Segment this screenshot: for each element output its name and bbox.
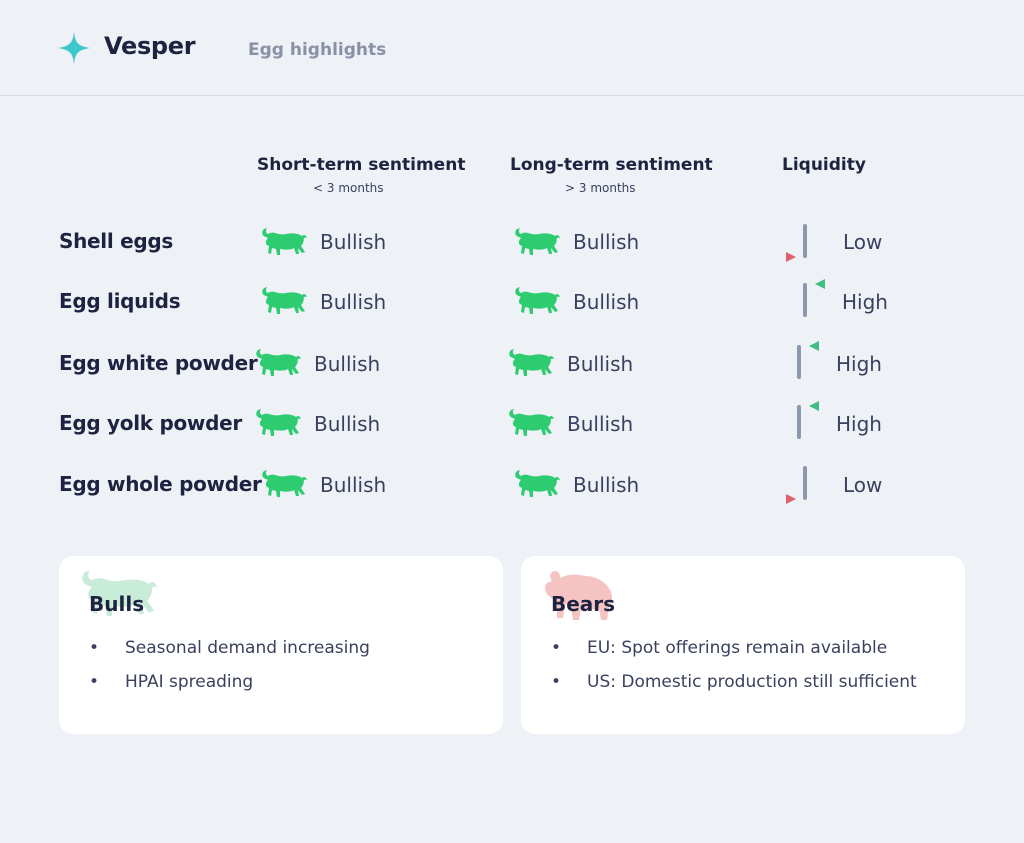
card-title: Bulls <box>89 592 145 616</box>
bull-icon <box>505 347 555 379</box>
liquidity-bar <box>797 345 801 379</box>
bulls-list: • Seasonal demand increasing • HPAI spread… <box>89 637 370 705</box>
row-label: Shell eggs <box>59 229 173 253</box>
up-triangle-icon <box>815 279 825 289</box>
sparkle-icon <box>58 31 90 65</box>
column-header-long-term: Long-term sentiment <box>510 155 713 175</box>
liquidity-bar <box>803 224 807 258</box>
card-title: Bears <box>551 592 616 616</box>
column-header-short-term: Short-term sentiment <box>257 155 466 175</box>
liquidity-value: High <box>842 290 888 314</box>
bull-icon <box>258 285 308 317</box>
row-label: Egg whole powder <box>59 472 262 496</box>
bull-icon <box>511 468 561 500</box>
list-item: • HPAI spreading <box>89 672 254 692</box>
long-term-sentiment: Bullish <box>567 412 634 436</box>
row-label: Egg yolk powder <box>59 411 242 435</box>
row-label: Egg white powder <box>59 351 258 375</box>
column-subtitle-short-term: < 3 months <box>313 181 384 195</box>
list-item: • EU: Spot offerings remain available <box>551 638 888 658</box>
bear-icon <box>545 571 612 620</box>
bulls-card: Bulls • Seasonal demand increasing • HPAI … <box>59 556 503 734</box>
liquidity-value: Low <box>843 230 883 254</box>
up-triangle-icon <box>809 341 819 351</box>
bears-card: Bears • EU: Spot offerings remain availab… <box>521 556 965 734</box>
bull-icon <box>511 226 561 258</box>
column-subtitle-long-term: > 3 months <box>565 181 636 195</box>
bull-icon <box>252 347 302 379</box>
short-term-sentiment: Bullish <box>320 230 387 254</box>
list-item-text: HPAI spreading <box>125 672 254 692</box>
row-label: Egg liquids <box>59 289 181 313</box>
long-term-sentiment: Bullish <box>573 230 640 254</box>
bears-list: • EU: Spot offerings remain available • US… <box>551 637 917 705</box>
liquidity-bar <box>797 405 801 439</box>
list-item: • US: Domestic production still sufficien… <box>551 672 917 692</box>
bull-icon <box>252 407 302 439</box>
list-item: • Seasonal demand increasing <box>89 638 370 658</box>
list-item-text: Seasonal demand increasing <box>125 638 370 658</box>
liquidity-bar <box>803 283 807 317</box>
bull-icon <box>258 226 308 258</box>
long-term-sentiment: Bullish <box>567 352 634 376</box>
short-term-sentiment: Bullish <box>320 473 387 497</box>
bull-icon <box>258 468 308 500</box>
down-triangle-icon <box>786 252 796 262</box>
liquidity-bar <box>803 466 807 500</box>
up-triangle-icon <box>809 401 819 411</box>
long-term-sentiment: Bullish <box>573 290 640 314</box>
bull-icon <box>505 407 555 439</box>
short-term-sentiment: Bullish <box>314 412 381 436</box>
long-term-sentiment: Bullish <box>573 473 640 497</box>
liquidity-value: Low <box>843 473 883 497</box>
bull-icon <box>511 285 561 317</box>
list-item-text: US: Domestic production still sufficient <box>587 672 917 692</box>
column-header-liquidity: Liquidity <box>782 155 866 175</box>
short-term-sentiment: Bullish <box>314 352 381 376</box>
brand-name[interactable]: Vesper <box>104 32 196 60</box>
short-term-sentiment: Bullish <box>320 290 387 314</box>
liquidity-value: High <box>836 352 882 376</box>
liquidity-value: High <box>836 412 882 436</box>
list-item-text: EU: Spot offerings remain available <box>587 638 888 658</box>
top-bar: Vesper Egg highlights <box>0 0 1024 96</box>
down-triangle-icon <box>786 494 796 504</box>
page-title: Egg highlights <box>248 40 387 60</box>
